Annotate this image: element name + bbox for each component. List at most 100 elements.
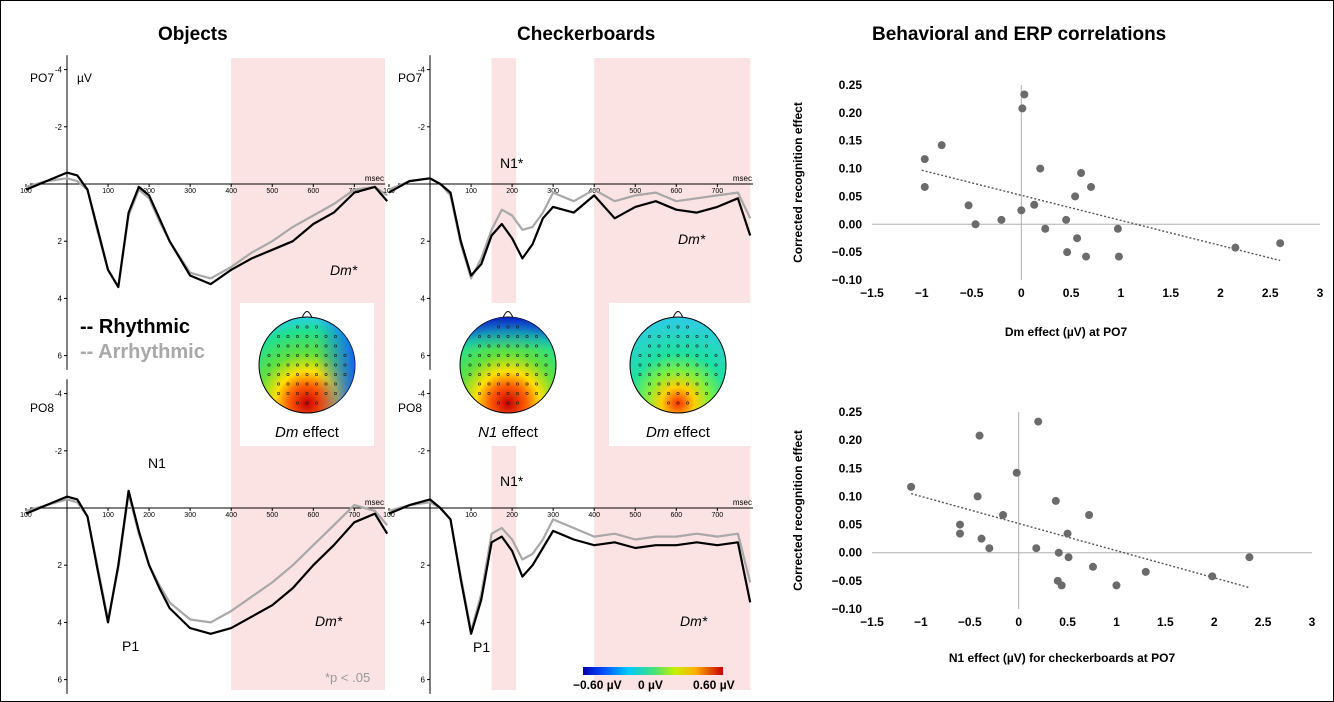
erp-unit-label: µV: [77, 71, 92, 85]
erp-panel-objects-po8: -4 -2 2 4 6 100 100 200 300 400 500 600 700 msec PO8 N1…: [20, 379, 389, 694]
scatter-x-tick-label: 1.5: [1157, 615, 1174, 629]
erp-x-tick-label: 600: [307, 512, 319, 519]
topomap-electrode: [647, 372, 651, 376]
colorbar-mid-label: 0 µV: [638, 678, 663, 692]
topomap-electrode: [704, 363, 708, 367]
topomap-electrode: [534, 363, 538, 367]
topomap-electrode: [267, 363, 271, 367]
topomap-electrode: [314, 372, 318, 376]
scatter-y-axis-label: Corrected recognition effect: [791, 430, 805, 591]
scatter-y-tick-label: −0.05: [832, 574, 863, 588]
topomap-electrode: [295, 391, 299, 395]
topomap-electrode: [534, 334, 538, 338]
erp-y-tick-label: -4: [418, 390, 426, 399]
erp-y-tick-label: 6: [58, 352, 63, 361]
erp-annotation: Dm*: [330, 262, 358, 278]
topomap-electrode: [333, 382, 337, 386]
scatter-point: [1082, 252, 1091, 261]
erp-panel-checker-po8: -4 -2 2 4 6 100 100 200 300 400 500 600 700 msec PO8 N1…: [383, 379, 753, 694]
erp-x-tick-label: 600: [670, 512, 682, 519]
scatter-point: [1057, 581, 1066, 590]
erp-x-tick-label: 700: [349, 512, 361, 519]
topomap-electrode: [666, 353, 670, 357]
erp-channel-label: PO7: [30, 71, 54, 85]
scatter-x-tick-label: 1.5: [1162, 286, 1179, 300]
topomap-electrode: [295, 363, 299, 367]
topomap-electrode: [333, 353, 337, 357]
topomap-top-shade: [460, 317, 556, 413]
topomap-electrode: [515, 334, 519, 338]
topomap-electrode: [295, 401, 299, 405]
topomap-electrode: [695, 353, 699, 357]
topomap-electrode: [314, 334, 318, 338]
erp-x-tick-label: 500: [266, 188, 278, 195]
topomap-electrode: [343, 353, 347, 357]
scatter-point: [1073, 234, 1082, 243]
topomap-electrode: [544, 372, 548, 376]
topomap-electrode: [525, 391, 529, 395]
topomap-electrode: [506, 344, 510, 348]
topomap-electrode: [314, 353, 318, 357]
erp-x-tick-label: 300: [547, 512, 559, 519]
scatter-point: [1036, 164, 1045, 173]
topomap-electrode: [676, 353, 680, 357]
topomap-electrode: [324, 382, 328, 386]
scatter-point: [1114, 252, 1123, 261]
topomap-electrode: [647, 334, 651, 338]
topomap-electrode: [704, 382, 708, 386]
topomap-label-checker-n1: N1 effect: [478, 424, 539, 441]
topomap-electrode: [657, 382, 661, 386]
topomap-electrode: [333, 334, 337, 338]
checkerboards-title: Checkerboards: [517, 24, 656, 45]
topomap-electrode: [267, 353, 271, 357]
scatter-y-tick-label: −0.10: [832, 602, 863, 616]
scatter-point: [973, 492, 982, 501]
erp-y-tick-label: 4: [58, 294, 63, 303]
erp-annotation: Dm*: [680, 613, 708, 629]
topomap-electrode: [676, 372, 680, 376]
erp-x-tick-label: 600: [307, 188, 319, 195]
scatter-y-tick-label: 0.00: [839, 546, 863, 560]
topomap-2: [629, 311, 727, 414]
erp-x-tick-label: 200: [143, 512, 155, 519]
topomap-electrode: [487, 353, 491, 357]
topomap-electrode: [487, 382, 491, 386]
topomap-electrode: [324, 344, 328, 348]
topomap-electrode: [647, 344, 651, 348]
topomap-electrode: [333, 391, 337, 395]
erp-x-tick-label: 200: [143, 188, 155, 195]
topomap-electrode: [666, 401, 670, 405]
scatter-y-tick-label: 0.20: [839, 106, 863, 120]
colorbar-max-label: 0.60 µV: [693, 678, 735, 692]
topomap-electrode: [305, 372, 309, 376]
topomap-electrode: [343, 372, 347, 376]
erp-channel-label: PO7: [398, 71, 422, 85]
topomap-electrode: [496, 382, 500, 386]
topomap-electrode: [525, 382, 529, 386]
erp-y-tick-label: -4: [55, 66, 63, 75]
erp-channel-label: PO8: [30, 401, 54, 415]
topomap-electrode: [314, 363, 318, 367]
scatter-x-tick-label: −1.5: [860, 615, 884, 629]
topomap-electrode: [666, 382, 670, 386]
topomap-electrode: [695, 334, 699, 338]
erp-y-tick-label: 6: [421, 352, 426, 361]
topomap-electrode: [295, 344, 299, 348]
scatter-point: [1062, 215, 1071, 224]
erp-series-rhythmic: [25, 171, 389, 289]
erp-x-tick-label: 100: [102, 188, 114, 195]
topomap-electrode: [525, 344, 529, 348]
scatter-y-tick-label: −0.05: [832, 245, 863, 259]
topomap-electrode: [534, 382, 538, 386]
scatter-x-tick-label: 1: [1113, 615, 1120, 629]
topomap-electrode: [333, 372, 337, 376]
scatter-y-tick-label: 0.20: [839, 433, 863, 447]
topomap-electrode: [534, 344, 538, 348]
topomap-electrode: [305, 391, 309, 395]
topomap-electrode: [305, 401, 309, 405]
topomap-electrode: [506, 334, 510, 338]
erp-y-tick-label: 2: [58, 237, 63, 246]
erp-x-tick-label: 700: [712, 188, 724, 195]
scatter-point: [1034, 417, 1043, 426]
